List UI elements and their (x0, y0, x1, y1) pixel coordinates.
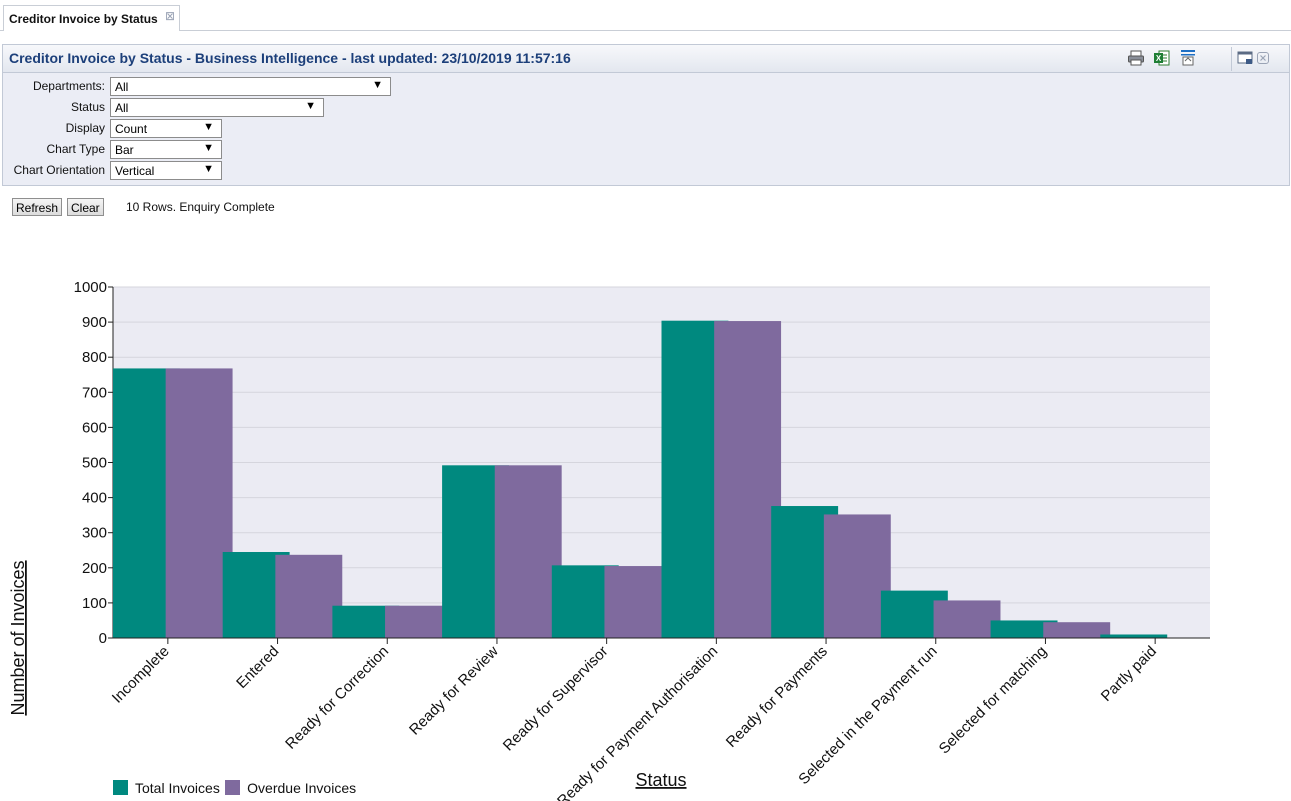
bar-total (1100, 634, 1168, 638)
excel-icon[interactable]: X (1153, 49, 1171, 67)
chevron-down-icon: ▼ (372, 79, 383, 91)
legend-label-total: Total Invoices (135, 780, 220, 796)
departments-select[interactable]: All ▼ (110, 77, 391, 96)
y-tick-label: 300 (82, 525, 107, 542)
bar-overdue (714, 321, 782, 638)
chevron-down-icon: ▼ (203, 142, 214, 154)
clear-button[interactable]: Clear (67, 198, 104, 216)
legend-swatch-overdue (225, 780, 241, 795)
printer-icon[interactable] (1127, 49, 1145, 67)
x-tick-label: Partly paid (1098, 643, 1160, 705)
chart-type-label: Chart Type (46, 142, 105, 156)
x-axis-title: Status (635, 770, 686, 790)
y-tick-label: 800 (82, 349, 107, 366)
y-axis-title: Number of Invoices (8, 560, 28, 715)
legend-label-overdue: Overdue Invoices (247, 780, 357, 796)
display-value: Count (115, 122, 148, 136)
chart-type-value: Bar (115, 143, 134, 157)
departments-value: All (115, 80, 129, 94)
y-tick-label: 600 (82, 419, 107, 436)
page-title: Creditor Invoice by Status - Business In… (9, 50, 571, 66)
x-tick-label: Entered (233, 643, 282, 692)
chart-legend: Total Invoices Overdue Invoices (113, 780, 358, 798)
display-select[interactable]: Count ▼ (110, 119, 222, 138)
bar-total (990, 620, 1058, 638)
chart-orientation-label: Chart Orientation (13, 163, 105, 177)
display-label: Display (65, 121, 105, 135)
chevron-down-icon: ▼ (203, 163, 214, 175)
y-tick-label: 500 (82, 455, 107, 472)
filter-row-chart-type: Chart Type Bar ▼ (3, 140, 1291, 159)
header-separator (1231, 47, 1232, 71)
status-label: Status (70, 100, 105, 114)
chart-type-select[interactable]: Bar ▼ (110, 140, 222, 159)
close-icon[interactable] (1257, 52, 1269, 64)
chart-orientation-select[interactable]: Vertical ▼ (110, 161, 222, 180)
y-tick-label: 200 (82, 560, 107, 577)
bar-overdue (275, 554, 343, 638)
tab-label: Creditor Invoice by Status (9, 12, 158, 26)
status-value: All (115, 101, 129, 115)
chart-orientation-value: Vertical (115, 164, 155, 178)
bar-overdue (823, 514, 891, 638)
bar-overdue (494, 465, 562, 638)
bar-overdue (933, 600, 1001, 638)
bar-overdue (385, 605, 452, 638)
filter-row-departments: Departments: All ▼ (3, 77, 1291, 96)
bar-group (113, 320, 1168, 638)
x-tick-label: Incomplete (109, 643, 173, 707)
tab-creditor-invoice-by-status[interactable]: Creditor Invoice by Status ⊠ (3, 5, 180, 31)
y-tick-label: 100 (82, 595, 107, 612)
tab-strip: Creditor Invoice by Status ⊠ (0, 0, 1291, 31)
bar-chart: 0 100 200 300 400 500 600 700 800 900 1000 Incompl… (8, 279, 1210, 801)
x-tick-label: Ready for Supervisor (500, 643, 612, 755)
y-axis: 0 100 200 300 400 500 600 700 800 900 1000 (74, 279, 114, 647)
x-tick-label: Ready for Review (406, 643, 502, 739)
y-tick-label: 0 (99, 630, 107, 647)
bar-overdue (165, 368, 233, 638)
filter-row-status: Status All ▼ (3, 98, 1291, 117)
legend-item-total[interactable]: Total Invoices (113, 780, 220, 796)
x-tick-label: Selected for matching (936, 643, 1051, 758)
export-icon[interactable] (1179, 49, 1197, 67)
y-tick-label: 900 (82, 314, 107, 331)
bar-overdue (1043, 622, 1111, 638)
status-select[interactable]: All ▼ (110, 98, 324, 117)
x-tick-label: Ready for Payments (723, 643, 831, 751)
filter-row-chart-orientation: Chart Orientation Vertical ▼ (3, 161, 1291, 180)
window-icon[interactable] (1237, 49, 1255, 67)
status-message: 10 Rows. Enquiry Complete (126, 200, 275, 214)
svg-text:X: X (1156, 54, 1162, 63)
bar-overdue (604, 566, 672, 638)
y-tick-label: 400 (82, 490, 107, 507)
tab-close-icon[interactable]: ⊠ (165, 9, 176, 23)
legend-swatch-total (113, 780, 128, 795)
chevron-down-icon: ▼ (203, 121, 214, 133)
legend-item-overdue[interactable]: Overdue Invoices (225, 780, 356, 796)
filter-panel: Departments: All ▼ Status All ▼ Display … (2, 73, 1290, 186)
refresh-button[interactable]: Refresh (12, 198, 63, 216)
x-tick-label: Ready for Correction (282, 643, 392, 753)
y-tick-label: 700 (82, 384, 107, 401)
chevron-down-icon: ▼ (305, 100, 316, 112)
y-tick-label: 1000 (74, 279, 107, 296)
filter-row-display: Display Count ▼ (3, 119, 1291, 138)
panel-header: Creditor Invoice by Status - Business In… (2, 44, 1290, 73)
departments-label: Departments: (32, 79, 105, 93)
